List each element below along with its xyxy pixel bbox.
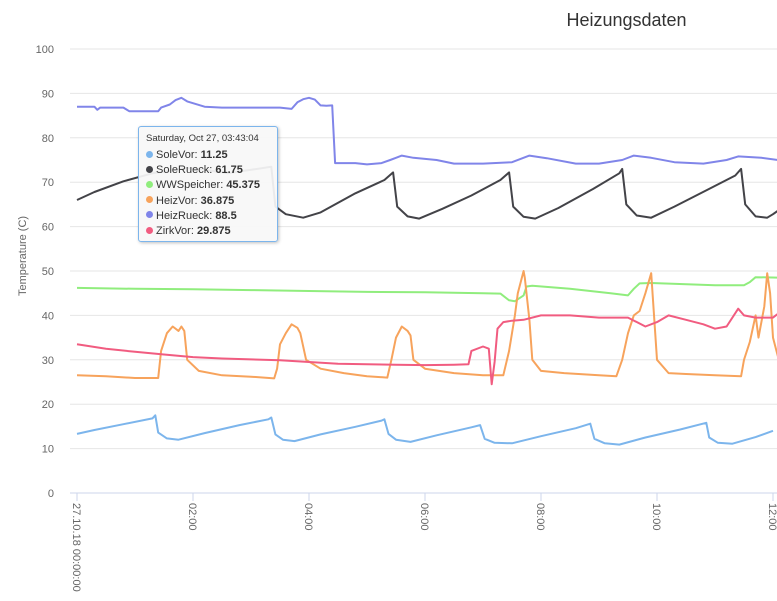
y-axis-ticks: 0 10 20 30 40 50 60 70 80 90 100: [36, 44, 54, 500]
x-tick-label: 02:00: [186, 503, 198, 531]
y-tick-label-40: 40: [42, 310, 54, 322]
tooltip-row-zirkvor: ZirkVor: 29.875: [146, 224, 270, 239]
y-tick-label-60: 60: [42, 222, 54, 234]
y-tick-label-50: 50: [42, 266, 54, 278]
tooltip-dot-icon: [146, 181, 153, 188]
tooltip-row-heizvor: HeizVor: 36.875: [146, 194, 270, 209]
tooltip-row-solevor: SoleVor: 11.25: [146, 148, 270, 163]
y-tick-label-30: 30: [42, 355, 54, 367]
x-tick-label: 27.10.18 00:00:00: [70, 503, 82, 592]
series-line-solevor[interactable]: [76, 414, 774, 446]
tooltip-series-name: HeizVor: [156, 194, 195, 207]
y-tick-label-90: 90: [42, 88, 54, 100]
x-tick-label: 06:00: [418, 503, 430, 531]
series-line-heizrueck[interactable]: [77, 96, 777, 166]
x-axis: 27.10.18 00:00:00 02:00 04:00 06:00 08:00 10:…: [70, 492, 777, 592]
tooltip-dot-icon: [146, 196, 153, 204]
y-tick-label-10: 10: [42, 444, 54, 456]
y-tick-label-70: 70: [42, 177, 54, 189]
tooltip-row-heizrueck: HeizRueck: 88.5: [146, 209, 270, 224]
grid-lines: [70, 48, 777, 450]
tooltip-series-value: 88.5: [215, 209, 237, 222]
y-tick-label-0: 0: [48, 488, 54, 500]
series-line-zirkvor[interactable]: [76, 304, 777, 386]
tooltip-row-solerueck: SoleRueck: 61.75: [146, 163, 270, 178]
series-line-heizvor[interactable]: [76, 270, 777, 380]
y-tick-label-100: 100: [36, 44, 54, 56]
tooltip-series-value: 61.75: [215, 164, 243, 177]
series-line-wwspeicher[interactable]: [76, 276, 777, 303]
series-lines[interactable]: [76, 96, 777, 446]
tooltip-row-wwspeicher: WWSpeicher: 45.375: [146, 178, 270, 193]
tooltip-series-name: SoleRueck: [156, 164, 210, 177]
y-axis-title: Temperature (C): [17, 216, 29, 296]
tooltip-series-value: 45.375: [226, 179, 260, 192]
tooltip-dot-icon: [146, 211, 153, 219]
tooltip-header: Saturday, Oct 27, 03:43:04: [146, 133, 259, 144]
y-tick-label-20: 20: [42, 399, 54, 411]
tooltip-series-name: HeizRueck: [156, 209, 210, 222]
tooltip-series-value: 36.875: [200, 194, 235, 207]
tooltip-dot-icon: [146, 226, 153, 234]
x-tick-label: 08:00: [534, 503, 546, 531]
y-tick-label-80: 80: [42, 133, 54, 145]
tooltip-dot-icon: [146, 165, 153, 173]
tooltip-series-name: WWSpeicher: [156, 179, 221, 192]
tooltip: Saturday, Oct 27, 03:43:04 SoleVor: 11.2…: [138, 126, 278, 242]
x-tick-label: 10:00: [650, 503, 662, 531]
tooltip-series-value: 29.875: [196, 225, 231, 238]
x-tick-label: 12:00: [766, 503, 777, 531]
x-tick-label: 04:00: [302, 503, 314, 531]
tooltip-dot-icon: [146, 150, 153, 158]
tooltip-series-name: ZirkVor: [156, 225, 191, 238]
tooltip-series-name: SoleVor: [156, 149, 195, 161]
chart-title: Heizungsdaten: [566, 10, 687, 30]
tooltip-series-value: 11.25: [200, 149, 228, 161]
